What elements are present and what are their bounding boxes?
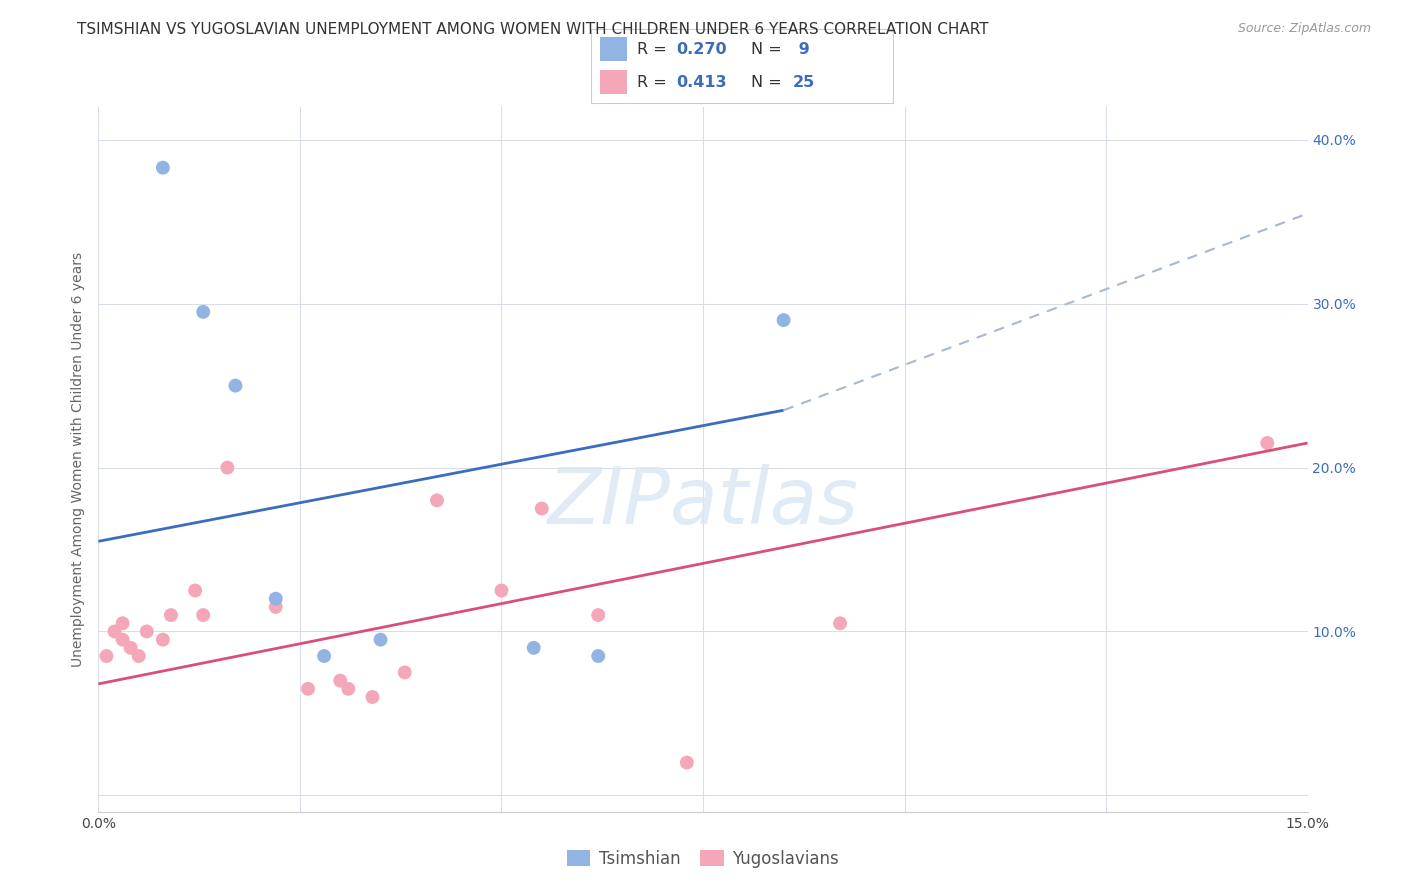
Text: Source: ZipAtlas.com: Source: ZipAtlas.com: [1237, 22, 1371, 36]
Text: TSIMSHIAN VS YUGOSLAVIAN UNEMPLOYMENT AMONG WOMEN WITH CHILDREN UNDER 6 YEARS CO: TSIMSHIAN VS YUGOSLAVIAN UNEMPLOYMENT AM…: [77, 22, 988, 37]
Y-axis label: Unemployment Among Women with Children Under 6 years: Unemployment Among Women with Children U…: [72, 252, 86, 667]
Point: [676, 756, 699, 770]
FancyBboxPatch shape: [599, 70, 627, 94]
Point: [184, 583, 207, 598]
Point: [111, 632, 134, 647]
Point: [264, 599, 287, 614]
Legend: Tsimshian, Yugoslavians: Tsimshian, Yugoslavians: [561, 844, 845, 875]
Point: [193, 608, 215, 623]
Point: [96, 648, 118, 663]
Point: [264, 591, 287, 606]
Point: [297, 681, 319, 696]
Text: R =: R =: [637, 42, 672, 57]
Point: [314, 648, 336, 663]
Point: [152, 161, 174, 175]
Text: 9: 9: [793, 42, 810, 57]
Text: ZIPatlas: ZIPatlas: [547, 464, 859, 540]
Point: [193, 305, 215, 319]
Point: [160, 608, 183, 623]
Point: [772, 313, 794, 327]
Point: [152, 632, 174, 647]
Point: [224, 378, 246, 392]
Text: 0.270: 0.270: [676, 42, 727, 57]
Point: [523, 640, 546, 655]
Point: [828, 616, 851, 631]
Text: N =: N =: [751, 42, 786, 57]
Point: [329, 673, 352, 688]
Point: [586, 608, 609, 623]
Text: 0.413: 0.413: [676, 75, 727, 89]
Point: [370, 632, 392, 647]
Text: N =: N =: [751, 75, 786, 89]
Point: [337, 681, 360, 696]
Point: [586, 648, 609, 663]
Point: [135, 624, 157, 639]
Point: [361, 690, 384, 704]
Point: [1256, 436, 1278, 450]
Point: [426, 493, 449, 508]
Point: [128, 648, 150, 663]
Point: [111, 616, 134, 631]
Point: [120, 640, 142, 655]
Point: [217, 460, 239, 475]
Point: [491, 583, 513, 598]
Point: [103, 624, 125, 639]
FancyBboxPatch shape: [599, 37, 627, 61]
Text: 25: 25: [793, 75, 815, 89]
Point: [394, 665, 416, 680]
Point: [530, 501, 553, 516]
Text: R =: R =: [637, 75, 672, 89]
